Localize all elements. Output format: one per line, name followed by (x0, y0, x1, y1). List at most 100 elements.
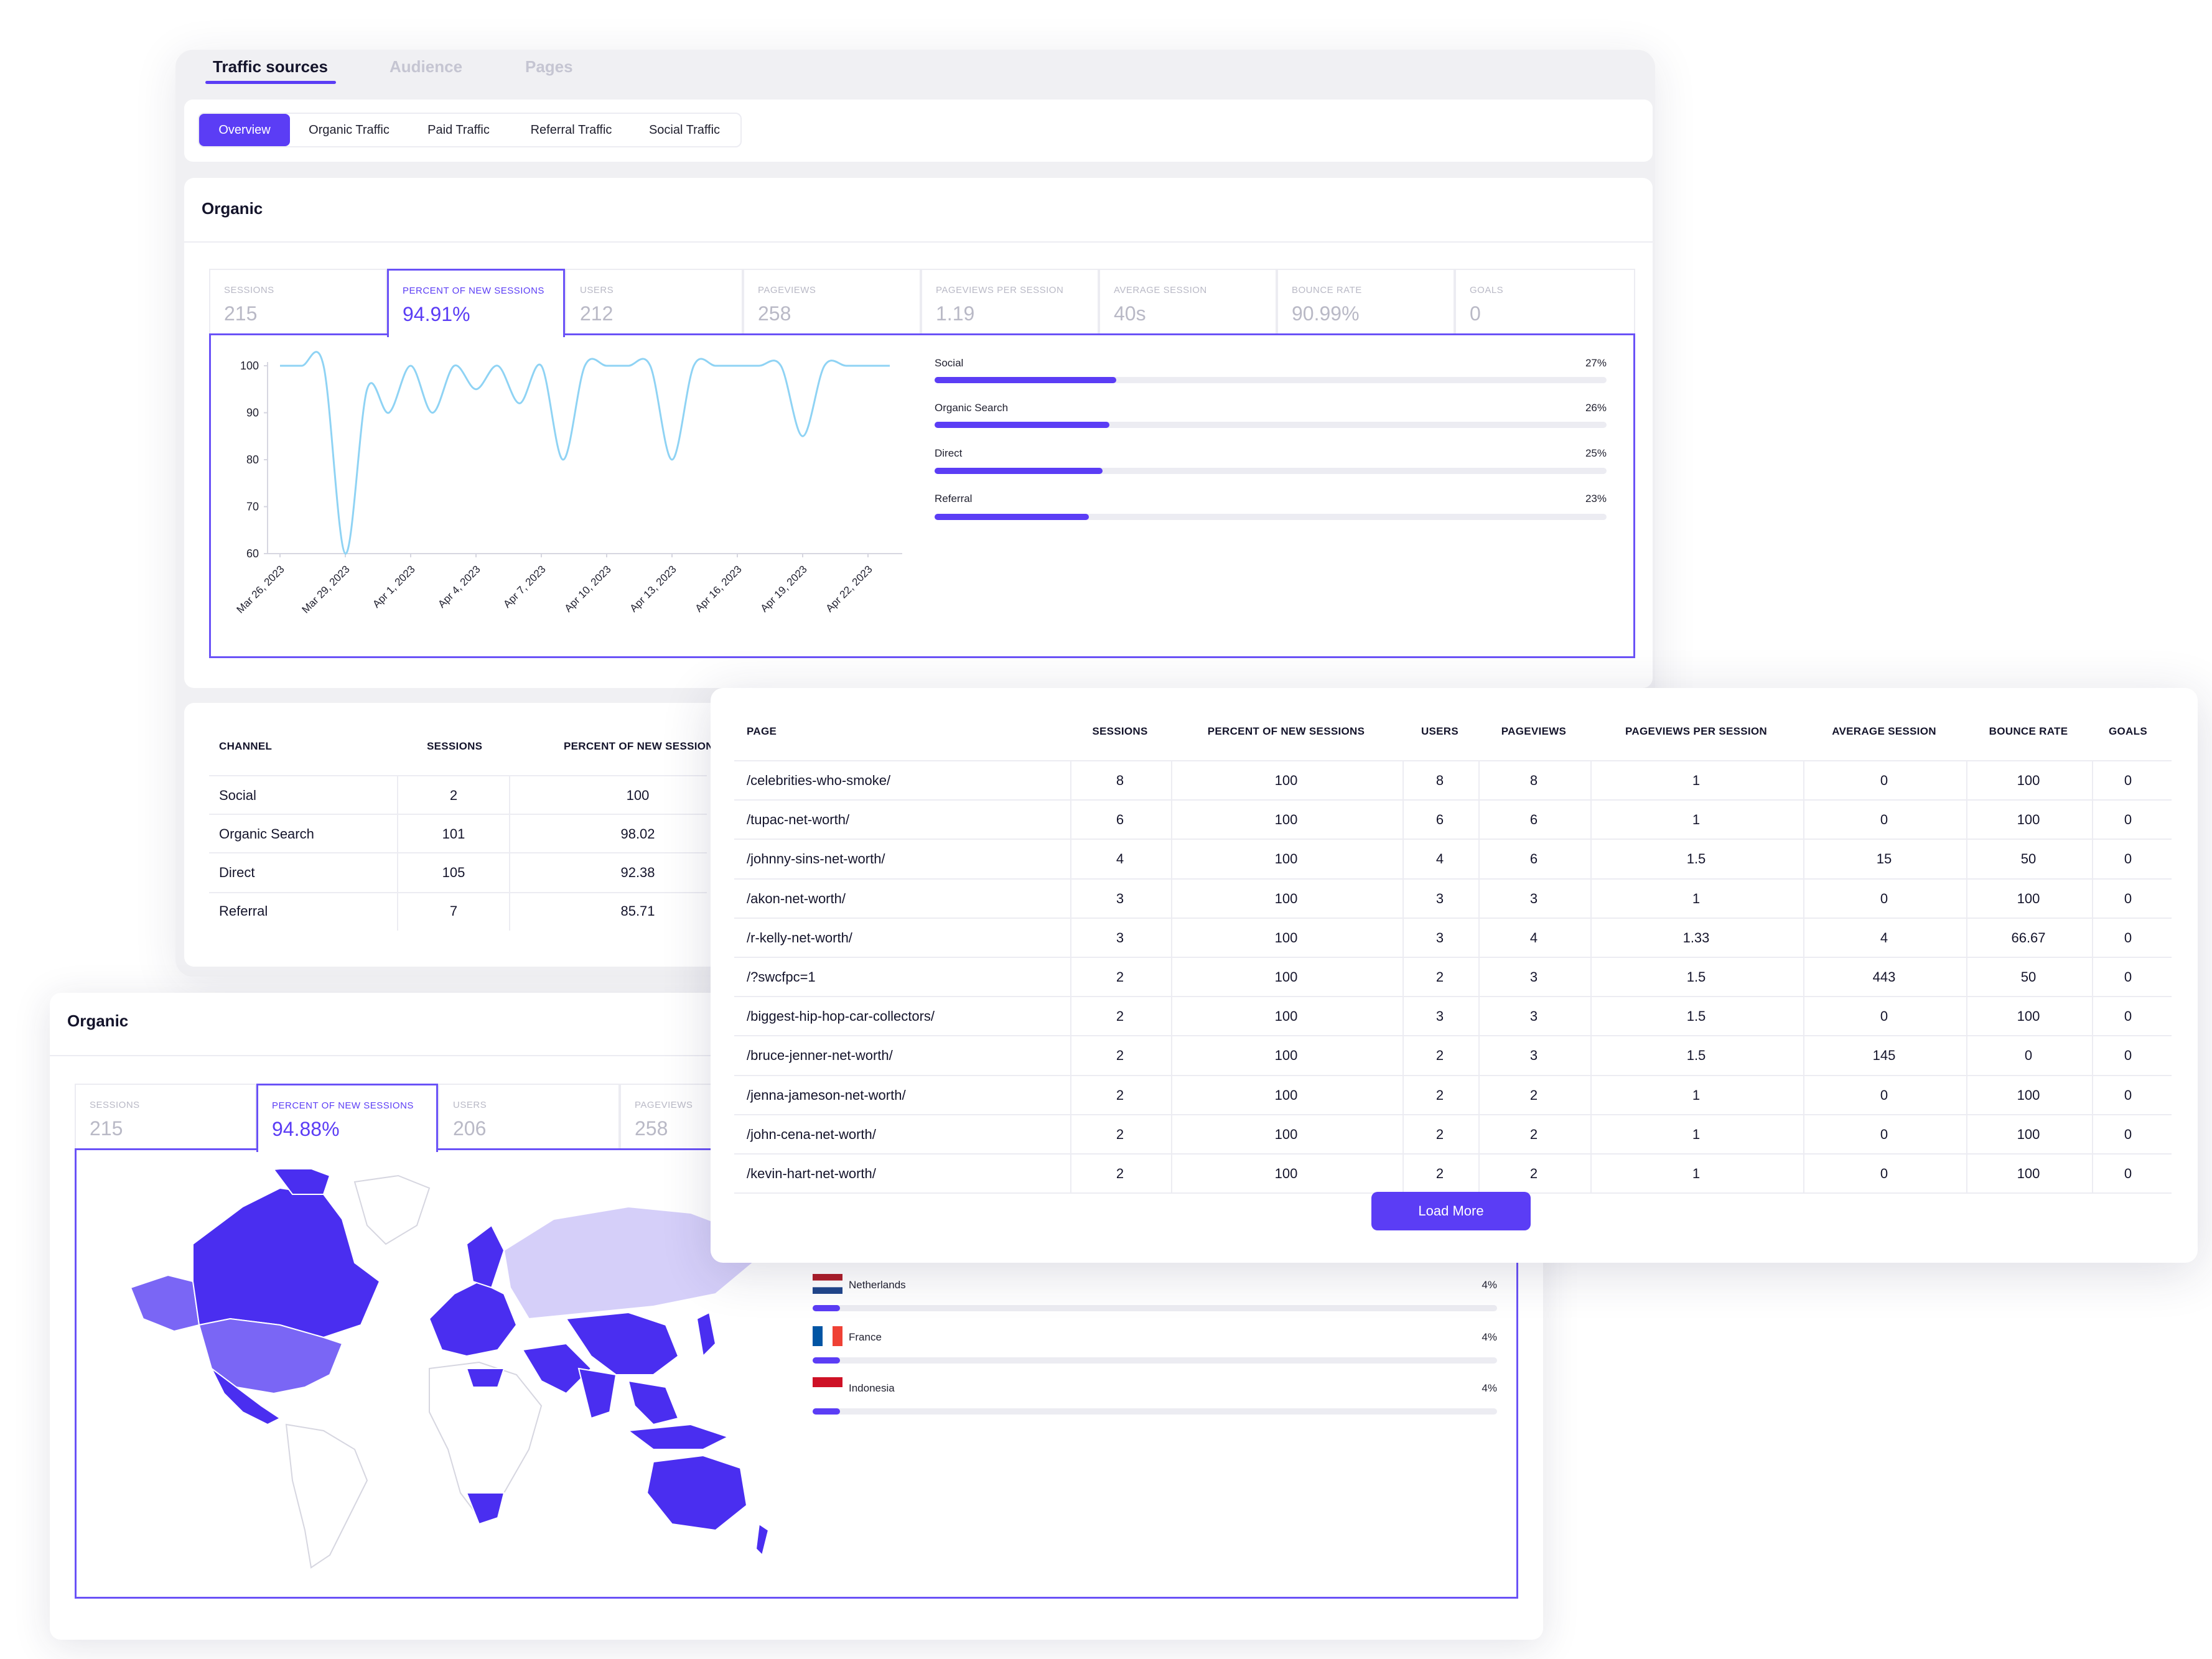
x-tick-label: Apr 19, 2023 (758, 563, 810, 614)
map-region-asia (565, 1311, 679, 1375)
metric-average-session[interactable]: AVERAGE SESSION 40s (1099, 269, 1277, 336)
page-path[interactable]: /tupac-net-worth/ (747, 812, 850, 828)
page-path[interactable]: /?swcfpc=1 (747, 969, 816, 985)
map-metric-sessions[interactable]: SESSIONS 215 (75, 1084, 256, 1151)
country-pct-indonesia: 4% (1482, 1382, 1497, 1394)
pageviews: 3 (1529, 1048, 1538, 1064)
page-path[interactable]: /john-cena-net-worth/ (747, 1126, 876, 1142)
percent-new-sessions: 100 (1274, 1008, 1298, 1025)
metric-users[interactable]: USERS 212 (565, 269, 743, 336)
table-divider (1803, 760, 1804, 1193)
subtab-referral-traffic[interactable]: Referral Traffic (530, 123, 612, 137)
bounce-rate: 0 (2024, 1048, 2033, 1064)
sessions: 6 (1116, 812, 1124, 828)
table-row-line (734, 996, 2172, 998)
table-divider (1070, 760, 1071, 1193)
page-path[interactable]: /bruce-jenner-net-worth/ (747, 1048, 893, 1064)
users: 4 (1435, 851, 1444, 867)
page-path[interactable]: /jenna-jameson-net-worth/ (747, 1087, 906, 1103)
subtab-bar (184, 100, 1653, 162)
map-region-alaska (129, 1274, 200, 1332)
metric-pageviews[interactable]: PAGEVIEWS 258 (743, 269, 921, 336)
goals: 0 (2124, 1087, 2132, 1103)
source-label-direct: Direct (935, 447, 963, 459)
page-path[interactable]: /celebrities-who-smoke/ (747, 773, 891, 788)
bounce-rate: 100 (2017, 1166, 2040, 1181)
metric-percent-new-sessions[interactable]: PERCENT OF NEW SESSIONS 94.91% (387, 269, 565, 337)
pageviews-per-session: 1.5 (1686, 1008, 1706, 1025)
table-row-line (734, 799, 2172, 801)
pageviews-per-session: 1 (1692, 890, 1701, 906)
x-tick-label: Apr 7, 2023 (501, 563, 548, 610)
metric-label: SESSIONS (224, 285, 274, 295)
users: 2 (1435, 1087, 1444, 1103)
pageviews-per-session: 1.33 (1682, 929, 1710, 946)
average-session: 4 (1880, 929, 1888, 946)
users: 2 (1435, 969, 1444, 985)
channel-sessions: 105 (442, 865, 465, 880)
users: 8 (1435, 773, 1444, 788)
source-track (935, 468, 1607, 474)
netherlands-flag-icon (813, 1274, 842, 1294)
country-bar-netherlands (813, 1305, 840, 1311)
metric-label: USERS (453, 1100, 487, 1110)
y-tick-label: 100 (240, 360, 259, 372)
subtab-organic-traffic[interactable]: Organic Traffic (309, 123, 390, 137)
y-tick-label: 80 (246, 453, 259, 466)
percent-new-sessions: 100 (1274, 812, 1298, 828)
country-label-indonesia: Indonesia (849, 1382, 895, 1394)
goals: 0 (2124, 812, 2132, 828)
metric-bounce-rate[interactable]: BOUNCE RATE 90.99% (1277, 269, 1455, 336)
load-more-button[interactable]: Load More (1371, 1192, 1531, 1230)
percent-new-col-header: PERCENT OF NEW SESSIONS (564, 740, 721, 752)
source-label-referral: Referral (935, 493, 973, 504)
x-tick-label: Apr 4, 2023 (436, 563, 483, 610)
map-region-se-asia (627, 1380, 679, 1426)
tab-audience[interactable]: Audience (390, 57, 463, 76)
pageviews: 3 (1529, 1008, 1538, 1025)
metric-pageviews-per-session[interactable]: PAGEVIEWS PER SESSION 1.19 (921, 269, 1099, 336)
x-tick-label: Apr 13, 2023 (628, 563, 679, 614)
average-session: 0 (1880, 1126, 1888, 1142)
subtab-paid-traffic[interactable]: Paid Traffic (427, 123, 490, 137)
bounce-rate: 100 (2017, 1008, 2040, 1025)
percent-new-sessions: 100 (1274, 1048, 1298, 1064)
page-path[interactable]: /akon-net-worth/ (747, 890, 846, 906)
source-bar-referral (935, 514, 1090, 520)
table-row-line (209, 852, 707, 853)
tab-pages[interactable]: Pages (525, 57, 573, 76)
metric-value: 94.88% (272, 1118, 340, 1140)
table-row-line (734, 917, 2172, 919)
page-path[interactable]: /johnny-sins-net-worth/ (747, 851, 885, 867)
metric-goals[interactable]: GOALS 0 (1455, 269, 1635, 336)
tab-traffic-sources[interactable]: Traffic sources (213, 57, 328, 76)
series-line (280, 351, 890, 555)
bounce-rate: 100 (2017, 1087, 2040, 1103)
channel-percent: 100 (626, 788, 650, 803)
map-metric-percent-new-sessions[interactable]: PERCENT OF NEW SESSIONS 94.88% (256, 1084, 438, 1152)
source-pct-direct: 25% (1585, 447, 1607, 459)
table-row-line (209, 775, 707, 776)
users-col-header: USERS (1421, 725, 1459, 737)
subtab-social-traffic[interactable]: Social Traffic (648, 123, 721, 137)
metric-value: 215 (224, 302, 258, 325)
pageviews-per-session: 1 (1692, 812, 1701, 828)
average-session: 0 (1880, 812, 1888, 828)
map-region-indonesia (627, 1423, 730, 1450)
subtab-overview[interactable]: Overview (199, 114, 290, 146)
metric-value: 212 (580, 302, 614, 325)
sessions-col-header: SESSIONS (427, 740, 483, 752)
percent-new-sessions: 100 (1274, 1087, 1298, 1103)
map-metric-users[interactable]: USERS 206 (438, 1084, 620, 1151)
average-session-col-header: AVERAGE SESSION (1832, 725, 1936, 737)
page-path[interactable]: /r-kelly-net-worth/ (747, 929, 852, 946)
users: 2 (1435, 1166, 1444, 1181)
users: 3 (1435, 929, 1444, 946)
bounce-rate: 66.67 (2011, 929, 2046, 946)
page-path[interactable]: /kevin-hart-net-worth/ (747, 1166, 876, 1181)
metric-sessions[interactable]: SESSIONS 215 (209, 269, 387, 336)
x-tick-label: Apr 1, 2023 (370, 563, 418, 610)
map-region-south-africa (465, 1492, 505, 1525)
page-path[interactable]: /biggest-hip-hop-car-collectors/ (747, 1008, 935, 1025)
bounce-rate-col-header: BOUNCE RATE (1989, 725, 2068, 737)
